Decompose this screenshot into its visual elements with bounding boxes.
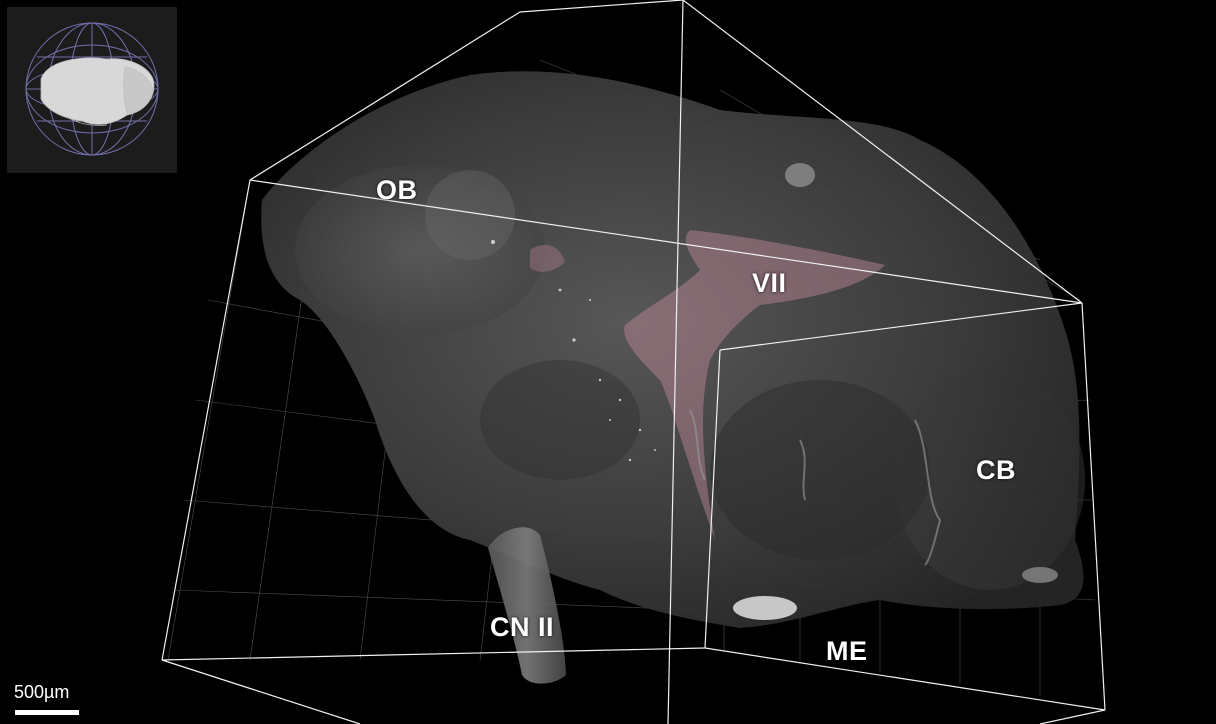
brain-model xyxy=(40,57,155,126)
scale-bar-line xyxy=(15,710,79,715)
label-facial-nerve: VII xyxy=(752,268,787,298)
label-olfactory-bulb: OB xyxy=(376,175,418,205)
bounding-box-frame xyxy=(161,0,1106,724)
scale-bar-label: 500µm xyxy=(14,682,70,702)
orientation-widget[interactable] xyxy=(7,7,177,173)
brain-orientation-icon xyxy=(25,22,159,156)
label-median-eminence: ME xyxy=(826,636,868,666)
scale-bar: 500µm xyxy=(14,682,80,716)
label-optic-nerve: CN II xyxy=(490,612,555,642)
label-cerebellum: CB xyxy=(976,455,1016,485)
brain-volume-render xyxy=(261,71,1085,684)
